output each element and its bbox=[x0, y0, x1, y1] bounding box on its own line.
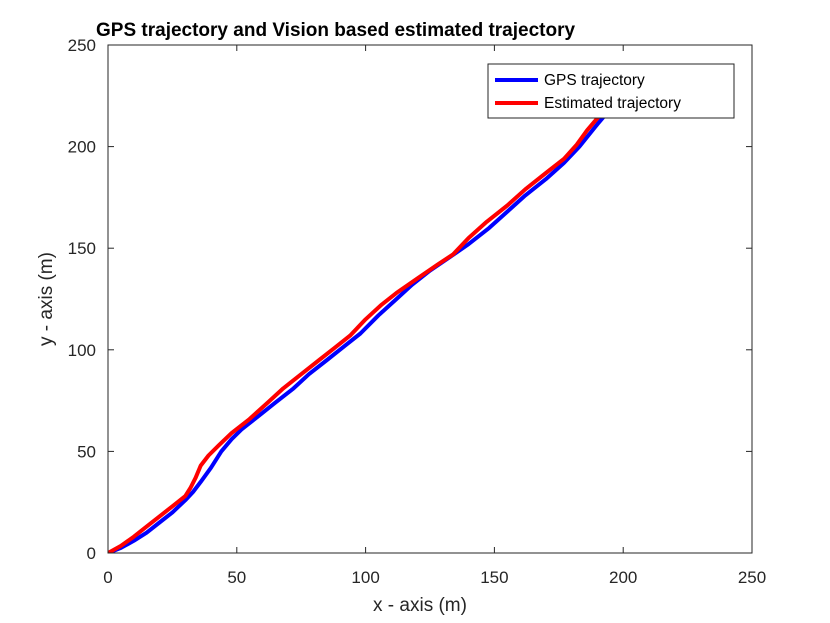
series-line-1 bbox=[108, 104, 610, 553]
y-tick-label: 50 bbox=[77, 442, 96, 461]
x-tick-label: 200 bbox=[609, 568, 637, 587]
y-tick-label: 250 bbox=[68, 36, 96, 55]
x-tick-label: 50 bbox=[227, 568, 246, 587]
x-axis-label: x - axis (m) bbox=[373, 595, 467, 616]
legend: GPS trajectory Estimated trajectory bbox=[487, 63, 735, 119]
series-line-0 bbox=[108, 110, 610, 553]
legend-label-gps: GPS trajectory bbox=[544, 72, 645, 89]
series-layer bbox=[108, 104, 610, 553]
tick-layer: 0 50 100 150 200 250 0 50 100 150 200 250 bbox=[68, 36, 767, 587]
y-tick-label: 0 bbox=[87, 544, 96, 563]
plot-area bbox=[108, 45, 752, 553]
x-tick-label: 0 bbox=[103, 568, 112, 587]
chart-title: GPS trajectory and Vision based estimate… bbox=[96, 20, 575, 41]
x-tick-label: 100 bbox=[351, 568, 379, 587]
legend-box bbox=[487, 63, 735, 119]
y-axis-label: y - axis (m) bbox=[36, 252, 57, 346]
x-tick-label: 150 bbox=[480, 568, 508, 587]
x-tick-label: 250 bbox=[738, 568, 766, 587]
y-tick-label: 100 bbox=[68, 341, 96, 360]
plot-frame bbox=[107, 44, 753, 554]
y-tick-label: 200 bbox=[68, 138, 96, 157]
y-tick-label: 150 bbox=[68, 239, 96, 258]
legend-label-estimated: Estimated trajectory bbox=[544, 95, 681, 112]
